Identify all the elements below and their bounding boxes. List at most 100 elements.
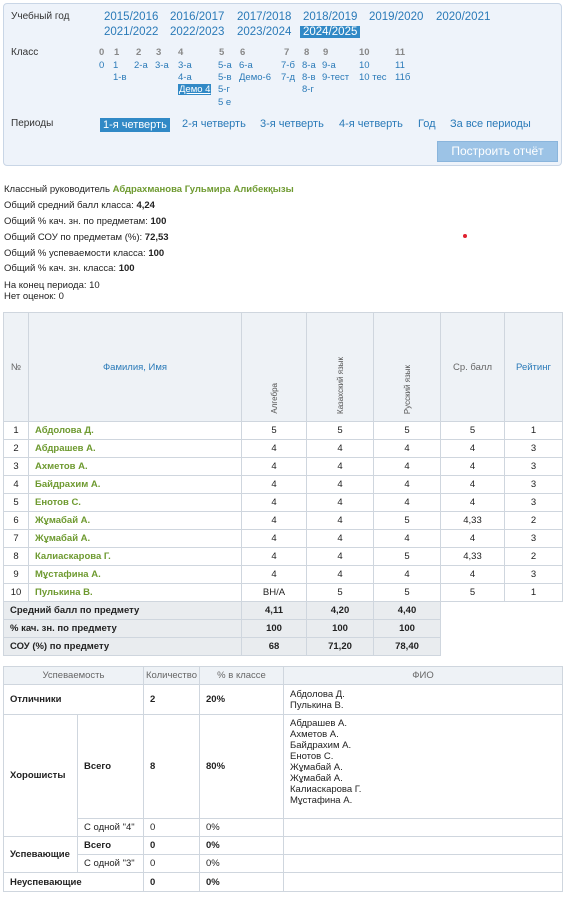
grade-algebra: 4 xyxy=(241,511,307,530)
class-4-a[interactable]: 4-а xyxy=(178,72,192,83)
year-2024-2025-selected[interactable]: 2024/2025 xyxy=(300,26,361,38)
row-num: 3 xyxy=(3,457,29,476)
class-5-e[interactable]: 5 е xyxy=(218,97,232,108)
class-8-v[interactable]: 8-в xyxy=(302,72,316,83)
year-2020-2021[interactable]: 2020/2021 xyxy=(436,11,491,23)
perf-passing-one3-count: 0 xyxy=(143,854,200,873)
class-5-v[interactable]: 5-в xyxy=(218,72,232,83)
grade-algebra: 4 xyxy=(241,457,307,476)
year-2015-2016[interactable]: 2015/2016 xyxy=(104,11,159,23)
class-demo-6[interactable]: Демо-6 xyxy=(239,72,271,83)
summary-value: 71,20 xyxy=(306,637,374,656)
class-8-g[interactable]: 8-г xyxy=(302,84,314,95)
grade-kazakh: 4 xyxy=(306,511,374,530)
student-name[interactable]: Байдрахим А. xyxy=(28,475,242,494)
col-name[interactable]: Фамилия, Имя xyxy=(28,312,242,422)
subject-label: Алгебра xyxy=(269,383,279,414)
class-3-a[interactable]: 3-а xyxy=(178,60,192,71)
teacher-name: Абдрахманова Гульмира Алибекқызы xyxy=(112,184,294,195)
class-11b[interactable]: 11б xyxy=(395,72,411,83)
avg-score: 5 xyxy=(440,583,505,602)
rating: 3 xyxy=(504,439,563,458)
filter-panel xyxy=(3,3,562,166)
grade-header-0: 0 xyxy=(99,47,105,58)
period-q3[interactable]: 3-я четверть xyxy=(260,118,324,130)
perf-row-passing-one3: С одной "3" 0 0% xyxy=(4,854,563,873)
year-2018-2019[interactable]: 2018/2019 xyxy=(303,11,358,23)
perf-good-label: Хорошисты xyxy=(10,770,66,781)
stat-label: Общий средний балл класса: xyxy=(4,200,134,211)
class-10-tes[interactable]: 10 тес xyxy=(359,72,387,83)
stat-line: Общий % кач. зн. по предметам: 100 xyxy=(4,216,166,227)
period-q1-selected[interactable]: 1-я четверть xyxy=(100,118,170,132)
stat-line: Общий % кач. зн. класса: 100 xyxy=(4,263,135,274)
fio-item: Абдолова Д. xyxy=(290,688,345,700)
class-1-v[interactable]: 1-в xyxy=(113,72,127,83)
student-name[interactable]: Мұстафина А. xyxy=(28,565,242,584)
col-rating[interactable]: Рейтинг xyxy=(504,312,563,422)
stat-label: Общий % кач. зн. по предметам: xyxy=(4,216,148,227)
fio-item: Жұмабай А. xyxy=(290,773,343,784)
stat-value: 100 xyxy=(150,216,167,227)
stat-value: 4,24 xyxy=(136,200,155,211)
year-2021-2022[interactable]: 2021/2022 xyxy=(104,26,159,38)
class-1[interactable]: 1 xyxy=(113,60,119,71)
grade-kazakh: 4 xyxy=(306,529,374,548)
teacher-label: Классный руководитель xyxy=(4,184,110,195)
class-5-g[interactable]: 5-г xyxy=(218,84,230,95)
student-name[interactable]: Енотов С. xyxy=(28,493,242,512)
perf-excellent-fio: Абдолова Д. Пулькина В. xyxy=(283,684,563,715)
year-2017-2018[interactable]: 2017/2018 xyxy=(237,11,292,23)
year-2016-2017[interactable]: 2016/2017 xyxy=(170,11,225,23)
class-7-d[interactable]: 7-д xyxy=(281,72,295,83)
class-demo-4-selected[interactable]: Демо 4 xyxy=(178,84,212,95)
class-10[interactable]: 10 xyxy=(359,60,370,71)
class-9-test[interactable]: 9-тест xyxy=(322,72,350,83)
perf-failing-label: Неуспевающие xyxy=(10,876,82,888)
build-report-button[interactable]: Построить отчёт xyxy=(437,141,558,162)
summary-row: Средний балл по предмету 4,11 4,20 4,40 xyxy=(3,601,563,620)
grade-algebra: 4 xyxy=(241,439,307,458)
year-2022-2023[interactable]: 2022/2023 xyxy=(170,26,225,38)
grade-russian: 5 xyxy=(373,511,441,530)
class-3-a-left[interactable]: 3-а xyxy=(155,60,169,71)
grade-header-6: 6 xyxy=(240,47,246,58)
row-num: 10 xyxy=(3,583,29,602)
period-q2[interactable]: 2-я четверть xyxy=(182,118,246,130)
student-name[interactable]: Жұмабай А. xyxy=(28,511,242,530)
student-name[interactable]: Пулькина В. xyxy=(28,583,242,602)
perf-row-excellent: Отличники 2 20% Абдолова Д. Пулькина В. xyxy=(3,684,563,715)
avg-score: 4,33 xyxy=(440,511,505,530)
grade-header-4: 4 xyxy=(178,47,184,58)
year-2019-2020[interactable]: 2019/2020 xyxy=(369,11,424,23)
year-2023-2024[interactable]: 2023/2024 xyxy=(237,26,292,38)
period-all[interactable]: За все периоды xyxy=(450,118,531,130)
class-9-a[interactable]: 9-а xyxy=(322,60,336,71)
student-name[interactable]: Ахметов А. xyxy=(28,457,242,476)
rating: 3 xyxy=(504,565,563,584)
class-0[interactable]: 0 xyxy=(99,60,105,71)
class-8-a[interactable]: 8-а xyxy=(302,60,316,71)
class-2-a[interactable]: 2-а xyxy=(134,60,148,71)
student-name[interactable]: Абдрашев А. xyxy=(28,439,242,458)
class-7-b[interactable]: 7-б xyxy=(281,60,295,71)
student-name[interactable]: Жұмабай А. xyxy=(28,529,242,548)
row-num: 2 xyxy=(3,439,29,458)
class-11[interactable]: 11 xyxy=(395,60,405,71)
class-5-a[interactable]: 5-а xyxy=(218,60,232,71)
student-name[interactable]: Абдолова Д. xyxy=(28,421,242,440)
student-name[interactable]: Калиаскарова Г. xyxy=(28,547,242,566)
table-row: 1 Абдолова Д. 5 5 5 5 1 xyxy=(3,421,563,440)
class-6-a[interactable]: 6-а xyxy=(239,60,253,71)
row-num: 8 xyxy=(3,547,29,566)
summary-value: 100 xyxy=(306,619,374,638)
grade-kazakh: 4 xyxy=(306,475,374,494)
teacher-line: Классный руководитель Абдрахманова Гульм… xyxy=(4,184,294,195)
table-row: 8 Калиаскарова Г. 4 4 5 4,33 2 xyxy=(3,547,563,566)
period-q4[interactable]: 4-я четверть xyxy=(339,118,403,130)
class-label: Класс xyxy=(11,47,39,58)
period-year[interactable]: Год xyxy=(418,118,436,130)
avg-score: 5 xyxy=(440,421,505,440)
rating: 3 xyxy=(504,457,563,476)
perf-excellent-count: 2 xyxy=(150,694,156,705)
